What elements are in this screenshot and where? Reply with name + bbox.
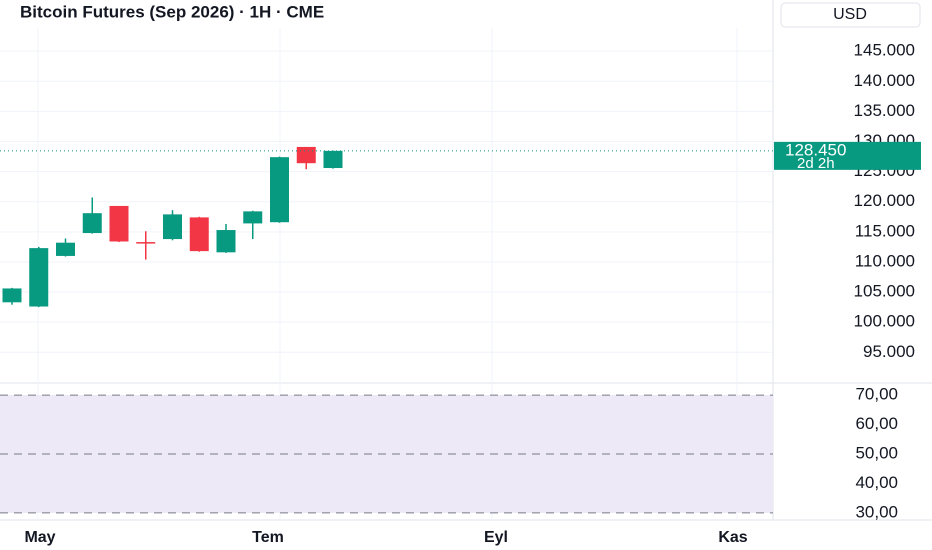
x-tick-label: Eyl: [484, 529, 508, 546]
y-tick-label: 100.000: [854, 312, 915, 331]
y-tick-label: 30,00: [855, 502, 898, 521]
y-tick-label: 70,00: [855, 385, 898, 404]
y-tick-label: 95.000: [863, 342, 915, 361]
x-tick-label: Kas: [718, 529, 747, 546]
candle-body: [323, 150, 343, 169]
last-price-label: 128.450: [785, 140, 846, 159]
y-tick-label: 120.000: [854, 191, 915, 210]
currency-box[interactable]: [780, 2, 921, 28]
y-tick-label: 110.000: [855, 251, 915, 270]
candle-body: [243, 211, 263, 224]
y-tick-label: 60,00: [855, 414, 898, 433]
chart-title: Bitcoin Futures (Sep 2026) · 1H · CME: [20, 2, 324, 21]
y-tick-label: 40,00: [855, 473, 898, 492]
candle-body: [163, 214, 182, 240]
candle-body: [296, 146, 316, 164]
y-tick-label: 135.000: [854, 101, 915, 120]
y-tick-label: 140.000: [854, 71, 915, 90]
last-price-box: [774, 141, 921, 170]
candle-body: [29, 248, 49, 307]
countdown: 2d 2h: [797, 155, 835, 172]
y-tick-label: 145.000: [854, 41, 915, 60]
candle-body: [136, 242, 156, 244]
x-tick-label: Tem: [252, 529, 284, 546]
y-tick-label: 50,00: [855, 443, 898, 462]
candle-body: [216, 230, 236, 253]
candle-body: [270, 157, 289, 223]
candle-body: [2, 288, 22, 303]
currency[interactable]: USD: [833, 6, 867, 23]
candle-body: [189, 217, 209, 252]
candle-body: [82, 213, 102, 234]
candle-body: [109, 205, 129, 242]
x-tick-label: May: [24, 529, 55, 546]
candle-body: [56, 242, 75, 256]
y-tick-label: 105.000: [854, 282, 915, 301]
y-tick-label: 115.000: [855, 221, 915, 240]
